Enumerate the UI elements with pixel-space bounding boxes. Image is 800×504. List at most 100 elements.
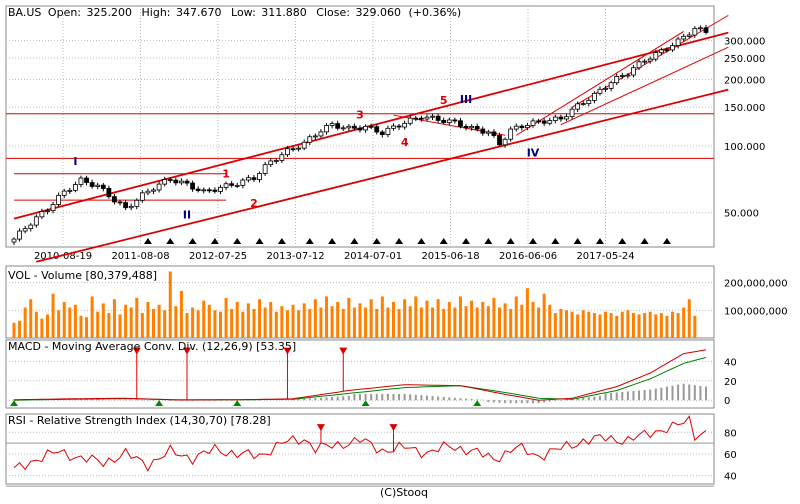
- signal-marker: [188, 238, 197, 244]
- macd-buy-arrow: [10, 400, 18, 407]
- candle-body: [100, 184, 106, 189]
- macd-histogram-bar: [135, 399, 138, 401]
- candle-body: [346, 125, 352, 129]
- candle-body: [312, 135, 318, 138]
- volume-bar: [648, 311, 652, 338]
- price-tick-label: 150.000: [724, 103, 765, 114]
- volume-bar: [330, 306, 334, 338]
- price-tick-label: 250.000: [724, 54, 765, 65]
- macd-histogram-bar: [314, 398, 317, 401]
- volume-bar: [252, 308, 256, 338]
- volume-bar: [68, 307, 72, 338]
- candle-body: [491, 131, 497, 136]
- rsi-sell-arrow: [389, 424, 398, 432]
- volume-bar: [18, 320, 22, 338]
- candle-body: [642, 60, 648, 63]
- volume-bar: [274, 311, 278, 338]
- macd-histogram-bar: [677, 384, 680, 401]
- candle-body: [541, 120, 547, 124]
- candle-body: [485, 131, 491, 134]
- candle-body: [128, 205, 134, 209]
- candle-body: [703, 27, 709, 33]
- date-tick-label: 2013-07-12: [266, 251, 324, 262]
- volume-bar: [486, 306, 490, 338]
- macd-histogram-bar: [107, 399, 110, 401]
- volume-bar: [185, 313, 189, 338]
- rsi-sell-arrow: [316, 424, 325, 432]
- volume-bar: [352, 307, 356, 338]
- header-high-value: 347.670: [176, 6, 222, 19]
- candle-body: [139, 192, 145, 201]
- candle-body: [240, 179, 246, 186]
- signal-marker: [417, 238, 426, 244]
- macd-histogram-bar: [208, 400, 211, 401]
- macd-histogram-bar: [465, 398, 468, 401]
- macd-histogram-bar: [543, 400, 546, 403]
- candle-body: [33, 216, 39, 226]
- volume-bar: [347, 297, 351, 338]
- macd-histogram-bar: [124, 399, 127, 401]
- macd-histogram-bar: [459, 398, 462, 401]
- signal-marker: [328, 238, 337, 244]
- volume-bar: [403, 299, 407, 338]
- macd-histogram-bar: [649, 389, 652, 401]
- macd-histogram-bar: [258, 399, 261, 401]
- candle-body: [430, 115, 435, 118]
- candle-body: [424, 116, 430, 120]
- candle-body: [28, 224, 34, 229]
- macd-histogram-bar: [91, 399, 94, 401]
- volume-bar: [615, 315, 619, 338]
- volume-bar: [224, 297, 228, 338]
- rsi-tick-label: 80: [724, 428, 737, 439]
- macd-histogram-bar: [386, 393, 389, 401]
- volume-bar: [643, 313, 647, 338]
- candle-body: [67, 189, 73, 192]
- macd-histogram-bar: [286, 399, 289, 401]
- volume-bar: [620, 311, 624, 338]
- candle-body: [435, 115, 441, 121]
- candle-body: [508, 128, 514, 140]
- macd-histogram-bar: [559, 400, 562, 401]
- candle-body: [301, 141, 307, 149]
- candle-body: [591, 92, 597, 101]
- macd-histogram-bar: [152, 400, 155, 401]
- macd-histogram-bar: [174, 400, 177, 401]
- candle-body: [368, 125, 374, 128]
- header-symbol: BA.US: [8, 6, 41, 19]
- volume-bar: [386, 307, 390, 338]
- candle-body: [78, 177, 84, 185]
- macd-histogram-bar: [671, 385, 674, 401]
- date-tick-label: 2012-07-25: [189, 251, 247, 262]
- volume-bar: [626, 310, 630, 338]
- candle-body: [469, 126, 475, 129]
- macd-histogram-bar: [598, 396, 601, 401]
- volume-panel-title: VOL - Volume [80,379,488]: [8, 269, 157, 282]
- macd-histogram-bar: [515, 400, 518, 404]
- macd-histogram-bar: [537, 400, 540, 404]
- macd-buy-arrow: [361, 400, 370, 407]
- candle-body: [558, 116, 564, 120]
- candle-body: [50, 204, 56, 212]
- candle-body: [245, 177, 251, 181]
- volume-bar: [291, 304, 295, 338]
- macd-panel-frame: [5, 339, 715, 409]
- signal-marker: [439, 238, 448, 244]
- rsi-panel-title: RSI - Relative Strength Index (14,30,70)…: [8, 414, 271, 427]
- candle-body: [134, 199, 140, 207]
- volume-bar: [129, 307, 133, 338]
- volume-bar: [553, 313, 557, 338]
- candle-body: [586, 99, 592, 104]
- macd-histogram-bar: [425, 395, 428, 401]
- candle-body: [117, 201, 123, 204]
- macd-tick-label: 0: [724, 396, 730, 407]
- macd-histogram-bar: [453, 397, 456, 401]
- macd-buy-arrow: [155, 400, 164, 407]
- volume-bar: [431, 307, 435, 338]
- macd-histogram-bar: [213, 400, 216, 401]
- candle-body: [273, 160, 279, 162]
- macd-histogram-bar: [548, 400, 551, 402]
- volume-bar: [146, 302, 150, 338]
- macd-histogram-bar: [621, 391, 624, 401]
- signal-marker: [529, 238, 537, 244]
